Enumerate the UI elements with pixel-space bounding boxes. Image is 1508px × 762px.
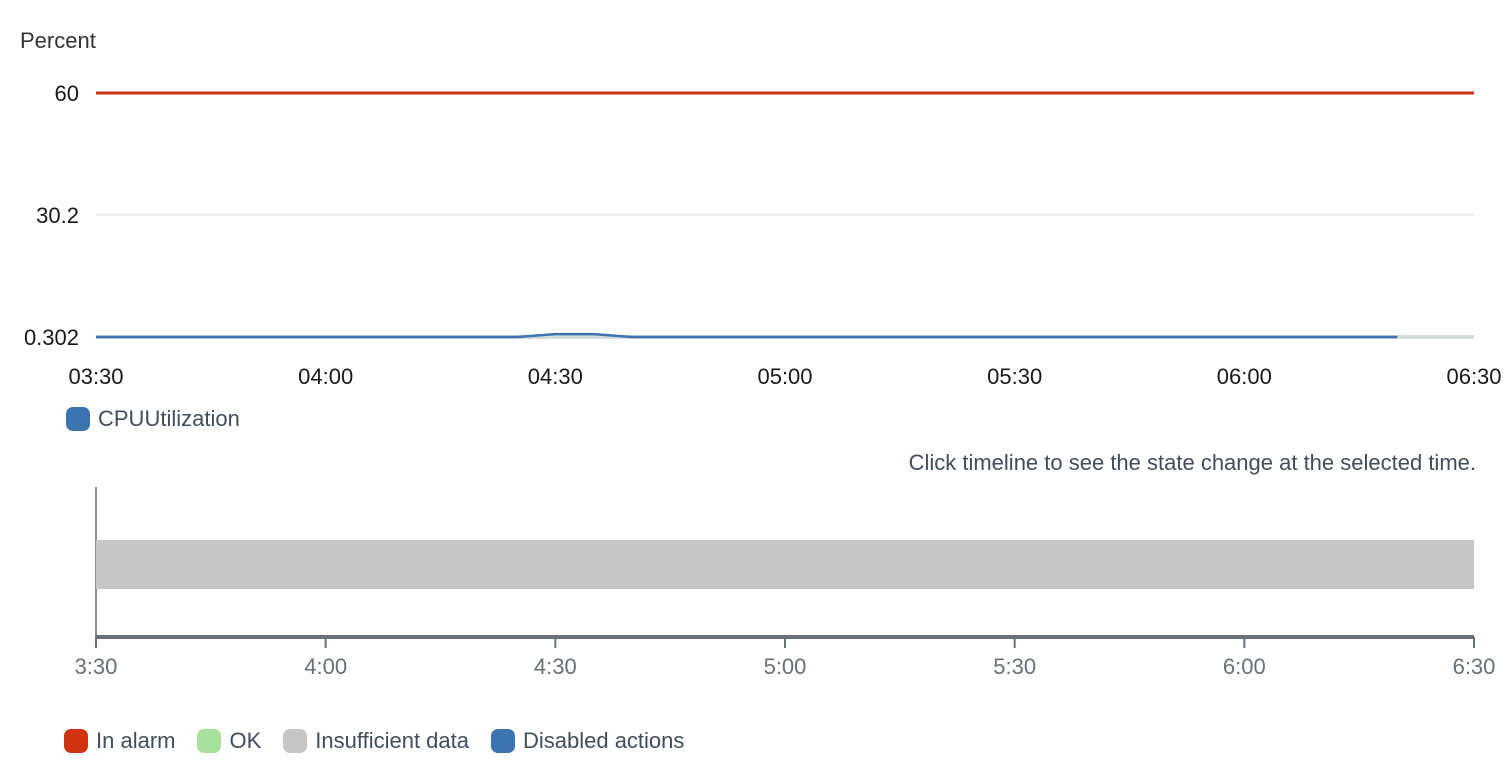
timeline-tick-label: 4:00 xyxy=(304,654,347,679)
x-tick-label: 03:30 xyxy=(68,364,123,389)
state-legend: In alarm OK Insufficient data Disabled acti… xyxy=(64,728,684,754)
ok-swatch-icon xyxy=(197,729,222,753)
x-tick-label: 05:30 xyxy=(987,364,1042,389)
legend-label-ok: OK xyxy=(229,728,262,753)
x-tick-label: 04:30 xyxy=(528,364,583,389)
timeline-tick-label: 6:30 xyxy=(1453,654,1496,679)
legend-label-cpuutilization: CPUUtilization xyxy=(98,406,240,431)
x-tick-label: 06:30 xyxy=(1446,364,1501,389)
legend-label-disabled-actions: Disabled actions xyxy=(522,728,685,753)
y-axis-unit-label: Percent xyxy=(20,28,96,53)
timeline-hint: Click timeline to see the state change a… xyxy=(908,450,1476,475)
cpu-utilization-chart[interactable]: 60 30.2 0.302 03:30 04:00 04:30 05:00 05:30 06:0… xyxy=(0,0,1508,400)
legend-label-insufficient-data: Insufficient data xyxy=(315,728,469,753)
legend-item-cpuutilization[interactable]: CPUUtilization xyxy=(66,406,240,432)
timeline-tick-label: 3:30 xyxy=(75,654,118,679)
legend-label-in-alarm: In alarm xyxy=(96,728,176,753)
legend-item-disabled-actions[interactable]: Disabled actions xyxy=(490,728,685,754)
disabled-actions-swatch-icon xyxy=(490,729,515,753)
alarm-state-timeline[interactable]: 3:30 4:00 4:30 5:00 5:30 6:00 6:30 xyxy=(0,470,1508,690)
timeline-tick-label: 5:30 xyxy=(993,654,1036,679)
metric-legend: CPUUtilization xyxy=(66,406,240,432)
legend-item-ok[interactable]: OK xyxy=(197,728,261,754)
timeline-tick-label: 4:30 xyxy=(534,654,577,679)
timeline-tick-label: 6:00 xyxy=(1223,654,1266,679)
insufficient-data-swatch-icon xyxy=(283,729,308,753)
in-alarm-swatch-icon xyxy=(64,729,88,753)
legend-item-insufficient-data[interactable]: Insufficient data xyxy=(283,728,469,754)
cpuutilization-swatch-icon xyxy=(66,407,90,431)
cpuutilization-series-line[interactable] xyxy=(96,332,1398,339)
y-tick-label: 0.302 xyxy=(24,325,79,350)
x-tick-label: 06:00 xyxy=(1217,364,1272,389)
x-tick-label: 05:00 xyxy=(757,364,812,389)
y-tick-label: 60 xyxy=(55,81,79,106)
timeline-tick-label: 5:00 xyxy=(764,654,807,679)
legend-item-in-alarm[interactable]: In alarm xyxy=(64,728,175,754)
state-segment-insufficient-data[interactable] xyxy=(96,540,1474,589)
x-tick-label: 04:00 xyxy=(298,364,353,389)
y-tick-label: 30.2 xyxy=(36,203,79,228)
